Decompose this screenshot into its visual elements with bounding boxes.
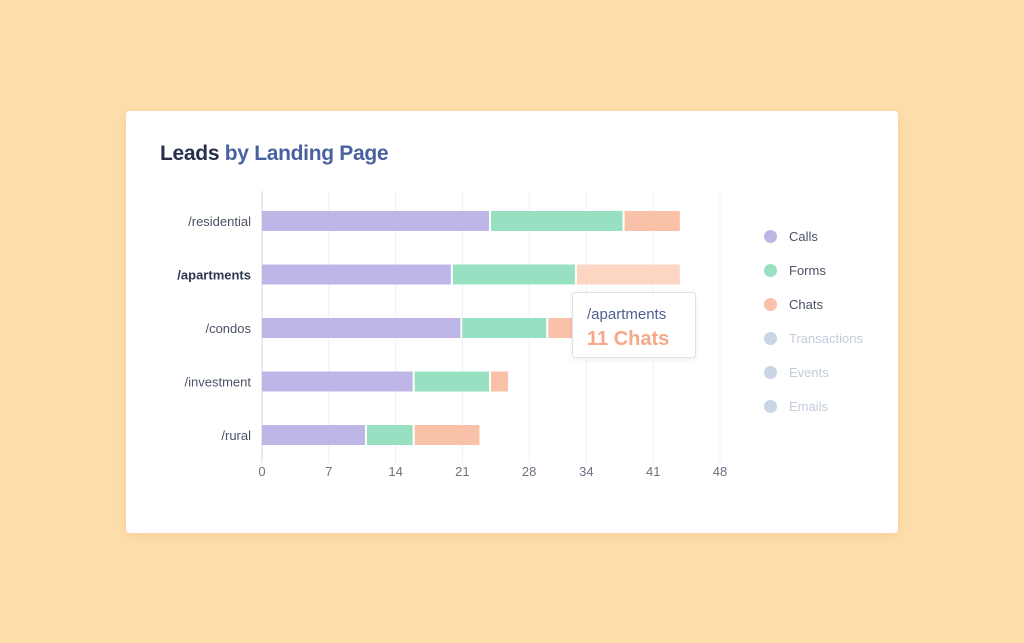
bar-residential-calls [262,211,489,231]
legend-item-chats[interactable]: Chats [764,287,863,321]
bar-apartments-forms [452,264,575,285]
category-label-rural: /rural [221,428,251,443]
bar-rural-chats [414,425,480,445]
bar-condos-forms [462,318,547,338]
category-label-condos: /condos [205,321,251,336]
legend-item-events[interactable]: Events [764,355,863,389]
legend-label-calls: Calls [789,228,818,244]
chart-legend: Calls Forms Chats Transactions Events Em… [764,219,863,423]
x-tick-21: 21 [455,464,469,479]
legend-dot-emails [764,399,777,413]
legend-label-events: Events [789,364,829,380]
legend-label-forms: Forms [789,262,826,278]
legend-item-calls[interactable]: Calls [764,219,863,253]
category-label-investment: /investment [185,375,252,390]
bar-residential-forms [491,211,623,231]
bar-residential-chats [624,211,680,231]
chart-tooltip: /apartments 11 Chats [572,292,696,358]
x-tick-14: 14 [388,464,402,479]
legend-label-transactions: Transactions [789,330,863,346]
legend-dot-transactions [764,331,777,345]
chart-title: Leads by Landing Page [160,142,389,166]
bar-rural-forms [366,425,413,445]
legend-label-emails: Emails [789,398,829,414]
legend-item-forms[interactable]: Forms [764,253,863,287]
x-tick-7: 7 [325,464,332,479]
legend-dot-forms [764,263,777,277]
x-tick-41: 41 [646,464,660,479]
legend-item-transactions[interactable]: Transactions [764,321,863,355]
bar-condos-calls [262,318,461,338]
chart-title-by-landing-page: by Landing Page [224,142,389,165]
bar-investment-forms [414,371,489,392]
tooltip-value: 11 Chats [587,328,670,350]
legend-label-chats: Chats [789,296,823,312]
legend-dot-chats [764,297,777,311]
tooltip-page: /apartments [587,306,667,323]
bar-investment-calls [262,371,413,392]
x-tick-28: 28 [522,464,536,479]
bar-rural-calls [262,425,365,445]
bar-apartments-chats [576,264,680,285]
chart-card: Leads by Landing Page 0 7 14 21 28 34 41 48/res… [126,111,898,533]
x-tick-0: 0 [258,464,265,479]
legend-dot-events [764,365,777,379]
stacked-bar-chart: 0 7 14 21 28 34 41 48/residential/apartments/co… [177,191,727,479]
legend-item-emails[interactable]: Emails [764,389,863,423]
legend-dot-calls [764,229,777,243]
category-label-residential: /residential [188,214,251,229]
x-tick-34: 34 [579,464,593,479]
chart-title-leads: Leads [160,142,220,165]
category-label-apartments: /apartments [177,268,251,283]
x-tick-48: 48 [713,464,727,479]
bar-apartments-calls [262,264,451,285]
bar-investment-chats [491,371,509,392]
